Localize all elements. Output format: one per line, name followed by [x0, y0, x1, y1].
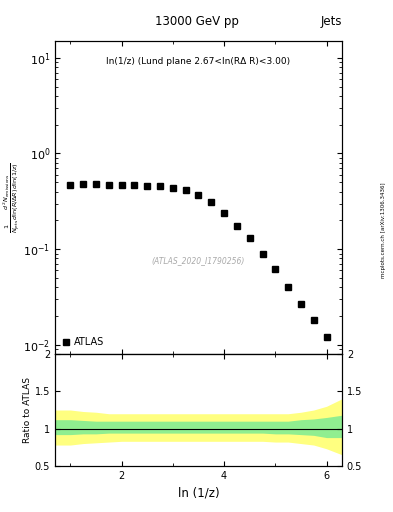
ATLAS — [235, 223, 239, 229]
ATLAS — [119, 182, 124, 188]
X-axis label: ln (1/z): ln (1/z) — [178, 486, 219, 499]
Line: ATLAS: ATLAS — [42, 174, 329, 340]
Text: (ATLAS_2020_I1790256): (ATLAS_2020_I1790256) — [152, 255, 245, 265]
ATLAS — [81, 181, 86, 187]
ATLAS — [209, 199, 214, 205]
Text: 13000 GeV pp: 13000 GeV pp — [154, 15, 239, 28]
Text: Jets: Jets — [320, 15, 342, 29]
ATLAS — [324, 334, 329, 340]
Y-axis label: Ratio to ATLAS: Ratio to ATLAS — [23, 377, 32, 443]
ATLAS — [260, 251, 265, 258]
ATLAS — [196, 191, 201, 198]
Text: mcplots.cern.ch [arXiv:1306.3436]: mcplots.cern.ch [arXiv:1306.3436] — [381, 183, 386, 278]
ATLAS — [94, 181, 98, 187]
ATLAS — [311, 317, 316, 324]
ATLAS — [299, 301, 303, 307]
ATLAS — [273, 266, 278, 272]
ATLAS — [183, 186, 188, 193]
ATLAS — [247, 235, 252, 241]
Y-axis label: $\frac{1}{N_{\mathrm{jets}}}\frac{d^{2}N_{\mathrm{emissions}}}{d\ln(R/\Delta R)\: $\frac{1}{N_{\mathrm{jets}}}\frac{d^{2}N… — [1, 162, 22, 233]
Legend: ATLAS: ATLAS — [60, 335, 106, 349]
ATLAS — [107, 182, 111, 188]
ATLAS — [145, 183, 150, 189]
ATLAS — [158, 183, 162, 189]
ATLAS — [222, 210, 226, 216]
ATLAS — [42, 173, 47, 179]
ATLAS — [286, 284, 290, 290]
ATLAS — [171, 184, 175, 190]
ATLAS — [132, 182, 137, 188]
ATLAS — [68, 182, 73, 188]
Text: ln(1/z) (Lund plane 2.67<ln(RΔ R)<3.00): ln(1/z) (Lund plane 2.67<ln(RΔ R)<3.00) — [107, 57, 290, 66]
